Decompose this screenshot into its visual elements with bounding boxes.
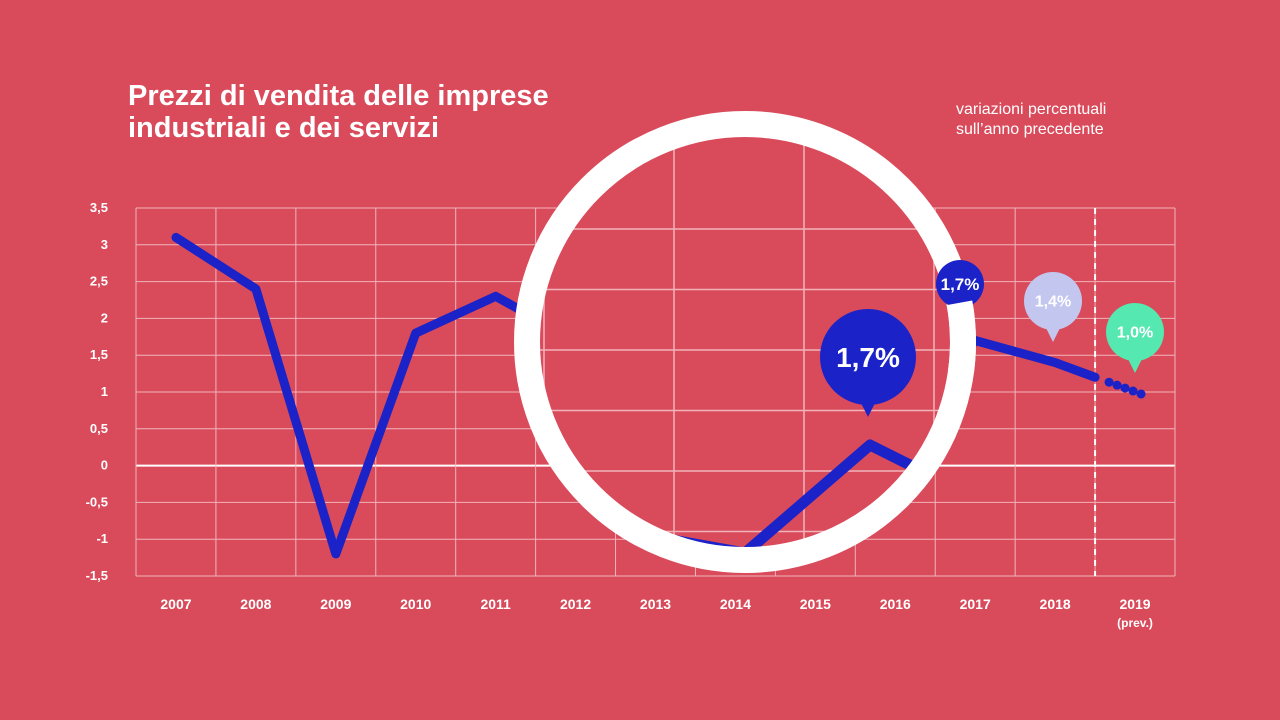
lens-ring-overlay	[514, 111, 976, 573]
chart-subtitle-line-1: variazioni percentuali	[956, 101, 1107, 118]
forecast-dot	[1136, 389, 1146, 399]
chart-title: Prezzi di vendita delle imprese industri…	[128, 80, 648, 144]
y-tick-label: 0	[101, 458, 108, 473]
y-tick-label: 1,5	[90, 347, 108, 362]
x-tick-label: 2012	[560, 596, 591, 612]
y-tick-label: -0,5	[86, 494, 108, 509]
value-callouts: 1,7% 1,7% 1,4% 1,0%	[514, 111, 1164, 573]
x-tick-label: 2010	[400, 596, 431, 612]
x-tick-label: 2014	[720, 596, 751, 612]
callout-2019: 1,0%	[1106, 303, 1164, 373]
y-tick-label: 3,5	[90, 200, 108, 215]
callout-2017: 1,7%	[936, 260, 984, 308]
x-axis-ticks: 2007 2008 2009 2010 2011 2012 2013 2014 2015 2016…	[160, 596, 1153, 630]
forecast-dot	[1104, 377, 1114, 387]
x-tick-label: 2015	[800, 596, 831, 612]
x-tick-label: 2016	[880, 596, 911, 612]
chart-title-line-2: industriali e dei servizi	[128, 112, 440, 144]
y-tick-label: 3	[101, 237, 108, 252]
y-axis-ticks: 3,5 3 2,5 2 1,5 1 0,5 0 -0,5 -1 -1,5	[86, 200, 108, 583]
x-tick-label: 2007	[160, 596, 191, 612]
y-tick-label: -1	[96, 531, 108, 546]
y-tick-label: -1,5	[86, 568, 108, 583]
callout-circle	[936, 260, 984, 308]
callout-circle	[1024, 272, 1082, 330]
y-tick-label: 0,5	[90, 421, 108, 436]
callout-label: 1,0%	[1117, 325, 1153, 342]
lens-fill	[527, 124, 963, 560]
callout-circle	[1106, 303, 1164, 361]
forecast-note: (prev.)	[1117, 616, 1153, 630]
x-tick-label: 2018	[1040, 596, 1071, 612]
y-tick-label: 1	[101, 384, 108, 399]
x-tick-label: 2008	[240, 596, 271, 612]
callout-label: 1,4%	[1035, 294, 1071, 311]
forecast-dot	[1120, 383, 1130, 393]
callout-circle	[820, 309, 916, 405]
x-tick-label: 2013	[640, 596, 671, 612]
chart-subtitle: variazioni percentuali sull’anno precede…	[956, 100, 1106, 140]
callout-2016: 1,7%	[820, 309, 916, 417]
x-tick-label: 2017	[960, 596, 991, 612]
forecast-dot	[1112, 380, 1122, 390]
callout-label: 1,7%	[941, 275, 980, 294]
chart-subtitle-line-2: sull’anno precedente	[956, 121, 1104, 138]
chart-title-line-1: Prezzi di vendita delle imprese	[128, 80, 549, 112]
x-tick-label: 2011	[480, 596, 511, 612]
forecast-dot	[1128, 386, 1138, 396]
y-tick-label: 2,5	[90, 274, 108, 289]
x-tick-label: 2019	[1119, 596, 1150, 612]
callout-2018: 1,4%	[1024, 272, 1082, 342]
x-tick-label: 2009	[320, 596, 351, 612]
y-tick-label: 2	[101, 310, 108, 325]
callout-label: 1,7%	[836, 342, 900, 373]
